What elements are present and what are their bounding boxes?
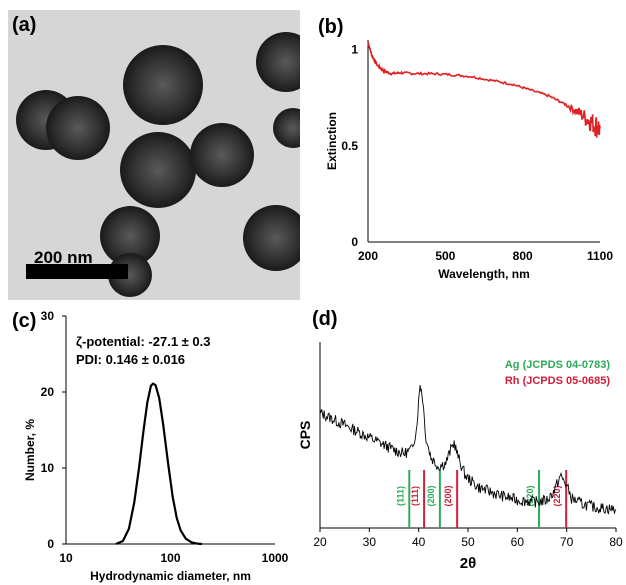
legend-entry: Ag (JCPDS 04-0783) (505, 359, 610, 371)
nanoparticle (100, 206, 160, 266)
y-tick-label: 20 (41, 385, 55, 399)
y-axis-label: Number, % (23, 419, 37, 481)
y-tick-label: 10 (41, 461, 55, 475)
reference-line-label: (200) (443, 485, 453, 506)
x-tick-label: 1100 (587, 249, 613, 263)
x-tick-label: 20 (313, 535, 327, 549)
nanoparticle (273, 108, 300, 148)
panel-label-a: (a) (12, 14, 37, 36)
pdi-annotation: PDI: 0.146 ± 0.016 (76, 352, 185, 367)
y-tick-label: 0 (47, 537, 54, 551)
y-axis-label: CPS (300, 421, 313, 450)
tem-micrograph (8, 10, 300, 300)
reference-line-label: (111) (395, 486, 405, 506)
nanoparticle (190, 123, 254, 187)
y-axis-label: Extinction (325, 112, 339, 170)
x-axis-label: 2θ (460, 555, 476, 572)
y-tick-label: 0.5 (341, 139, 358, 153)
reference-line-label: (200) (426, 485, 436, 506)
tem-image: 200 nm (8, 10, 300, 300)
x-tick-label: 800 (513, 249, 533, 263)
scale-bar (26, 264, 128, 279)
reference-line-label: (220) (552, 485, 562, 506)
reference-line-label: (220) (525, 485, 535, 506)
y-tick-label: 0 (351, 235, 358, 249)
x-tick-label: 40 (412, 535, 426, 549)
x-tick-label: 100 (160, 551, 180, 565)
panel-label-c: (c) (12, 310, 37, 332)
x-tick-label: 70 (560, 535, 574, 549)
panel-label-d: (d) (312, 308, 338, 330)
nanoparticle (46, 96, 110, 160)
x-tick-label: 60 (511, 535, 525, 549)
x-axis-label: Hydrodynamic diameter, nm (90, 569, 251, 583)
size-distribution-line (115, 382, 203, 546)
reference-line-label: (111) (410, 486, 420, 506)
nanoparticle (120, 132, 196, 208)
panel-label-b: (b) (318, 16, 344, 38)
chart-c: 10 100 1000 0 10 20 30 Hydrodynamic diameter, n… (23, 309, 289, 583)
y-tick-label: 1 (351, 43, 358, 57)
xrd-pattern-line (319, 384, 617, 515)
x-axis-label: Wavelength, nm (438, 267, 530, 281)
x-tick-label: 80 (609, 535, 623, 549)
x-tick-label: 500 (435, 249, 455, 263)
x-tick-label: 200 (358, 249, 378, 263)
scale-bar-label: 200 nm (34, 248, 93, 267)
nanoparticle (243, 205, 300, 271)
x-tick-label: 30 (363, 535, 377, 549)
nanoparticle (256, 32, 300, 92)
x-tick-label: 10 (59, 551, 73, 565)
chart-d: 20 30 40 50 60 70 80 2θ CPS Ag (JCPDS 04-0783) Rh … (300, 342, 623, 572)
chart-b: 200 500 800 1100 0 0.5 1 Wavelength, nm Extincti… (325, 40, 613, 281)
x-tick-label: 50 (461, 535, 475, 549)
nanoparticle (123, 45, 203, 125)
zeta-potential-annotation: ζ-potential: -27.1 ± 0.3 (76, 334, 210, 349)
nanoparticles (16, 32, 300, 297)
legend-entry: Rh (JCPDS 05-0685) (505, 375, 610, 387)
x-tick-label: 1000 (262, 551, 289, 565)
extinction-series-line (367, 41, 601, 138)
y-tick-label: 30 (41, 309, 55, 323)
